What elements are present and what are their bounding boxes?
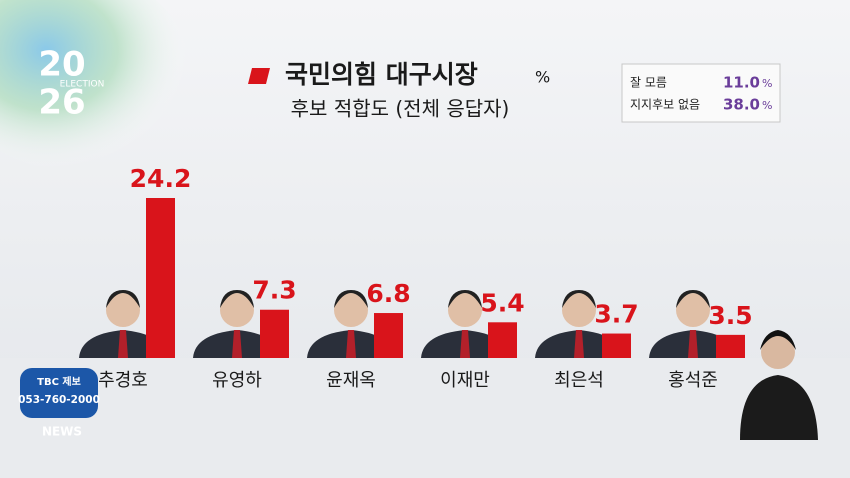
value-label: 5.4 — [480, 288, 524, 317]
candidate-head — [334, 293, 368, 327]
aside-unit: % — [762, 99, 772, 112]
bar — [602, 333, 631, 358]
chart-title: 국민의힘 대구시장 — [285, 60, 478, 89]
value-label: 7.3 — [252, 276, 296, 305]
candidate-head — [562, 293, 596, 327]
aside-label: 잘 모름 — [630, 76, 667, 90]
title-unit: % — [535, 68, 550, 87]
aside-box — [621, 63, 781, 123]
candidate-hair — [334, 290, 368, 308]
value-label: 6.8 — [366, 279, 410, 308]
bar — [146, 198, 175, 358]
candidate-tie — [688, 330, 698, 358]
logo-middle: ELECTION — [60, 80, 105, 90]
aside-value: 38.0 — [723, 96, 760, 114]
candidate-tie — [346, 330, 356, 358]
category-label: 최은석 — [554, 370, 604, 391]
category-label: 홍석준 — [668, 370, 718, 391]
candidate-head — [448, 293, 482, 327]
aside: 잘 모름 11.0 % 지지후보 없음 38.0% — [630, 74, 772, 114]
hotline-label: TBC 제보 — [37, 375, 81, 388]
logo-top: 20 — [38, 45, 85, 85]
bar — [260, 309, 289, 358]
bar — [488, 322, 517, 358]
candidate-hair — [448, 290, 482, 308]
hotline-number: 053-760-2000 — [18, 394, 100, 406]
candidate-head — [220, 293, 254, 327]
candidate-hair — [106, 290, 140, 308]
candidate-hair — [220, 290, 254, 308]
name-band — [0, 358, 850, 478]
bar — [716, 334, 745, 358]
watercolor — [0, 0, 190, 170]
aside-label: 지지후보 없음 — [630, 98, 700, 112]
logo-bottom: 26 — [38, 83, 85, 123]
category-label: 이재만 — [440, 370, 490, 391]
candidate-tie — [118, 330, 128, 358]
candidate-head — [676, 293, 710, 327]
candidate-head — [106, 293, 140, 327]
interpreter — [740, 330, 818, 440]
aside-value: 11.0 — [723, 74, 760, 92]
candidate-tie — [460, 330, 470, 358]
value-label: 24.2 — [130, 164, 192, 193]
title-icon — [248, 68, 270, 84]
hotline-badge — [20, 368, 98, 418]
candidate-hair — [562, 290, 596, 308]
candidate-tie — [232, 330, 242, 358]
chart-subtitle: 후보 적합도 (전체 응답자) — [291, 97, 510, 121]
aside-unit: % — [762, 77, 772, 90]
hotline-brand: NEWS — [42, 425, 82, 439]
value-label: 3.7 — [594, 300, 638, 329]
candidate-hair — [676, 290, 710, 308]
bar — [374, 313, 403, 358]
plot: 24.2 추경호 7.3 유영하 6.8 윤재옥 5.4 이재만 3.7 최은석 3.5 홍석준 — [79, 164, 753, 391]
category-label: 추경호 — [98, 370, 148, 391]
category-label: 유영하 — [212, 370, 262, 391]
value-label: 3.5 — [708, 301, 752, 330]
candidate-tie — [574, 330, 584, 358]
category-label: 윤재옥 — [326, 370, 376, 391]
